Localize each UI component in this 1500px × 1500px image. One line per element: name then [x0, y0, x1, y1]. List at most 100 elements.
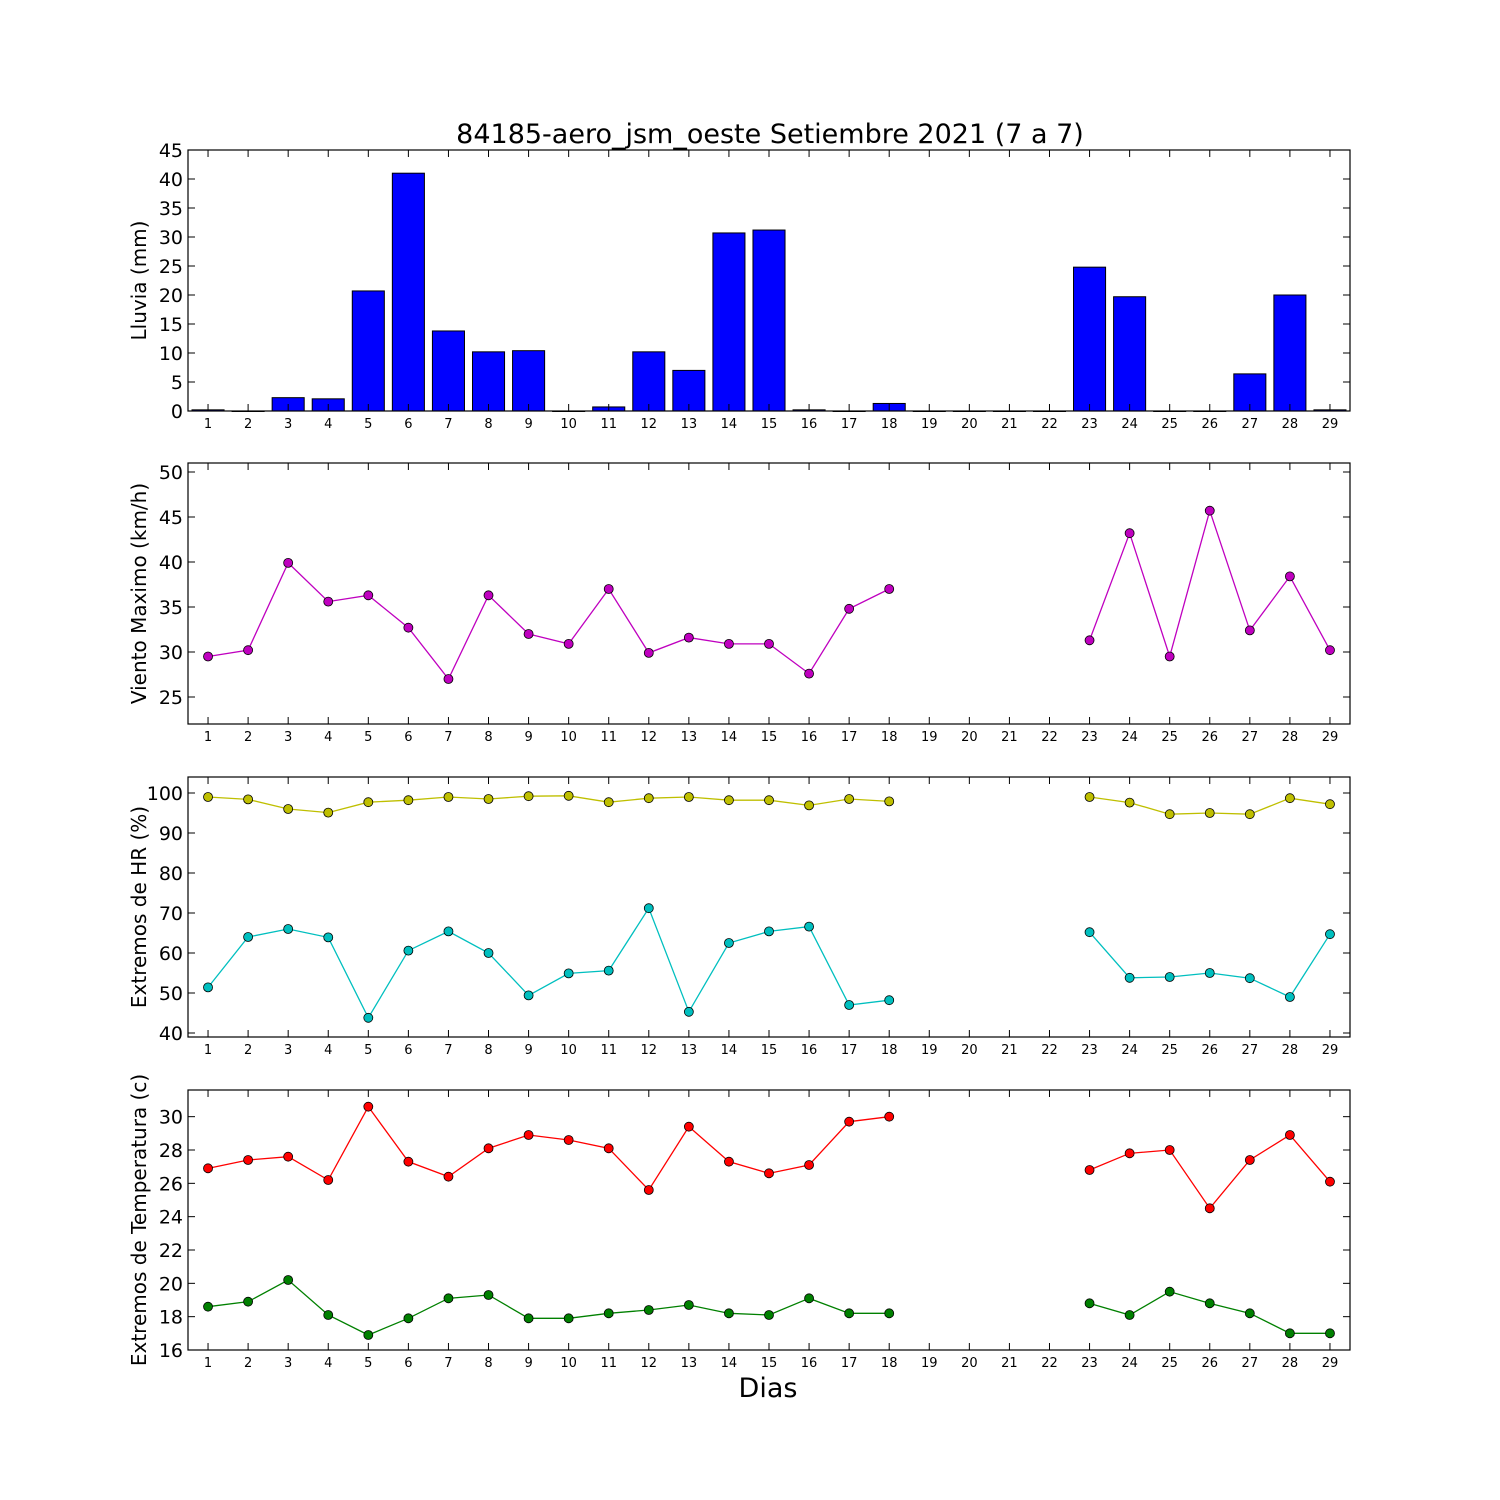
data-point	[844, 794, 855, 804]
data-point	[643, 793, 654, 804]
data-point	[323, 807, 334, 818]
x-tick-label: 28	[1282, 1356, 1299, 1371]
data-point	[1325, 929, 1335, 940]
x-tick-label: 20	[961, 1356, 978, 1371]
data-point	[764, 639, 774, 649]
data-point	[1204, 968, 1215, 978]
x-tick-label: 18	[881, 730, 898, 745]
bar	[712, 232, 746, 412]
x-tick-label: 20	[961, 730, 978, 745]
series-line	[207, 1105, 890, 1192]
data-point	[283, 804, 294, 814]
x-tick-label: 5	[364, 730, 372, 745]
data-point	[1164, 1145, 1175, 1155]
data-point	[884, 995, 895, 1006]
plot-frame	[187, 462, 1351, 725]
data-point	[243, 645, 254, 656]
x-tick-label: 29	[1322, 417, 1339, 432]
y-axis-label: Viento Maximo (km/h)	[127, 483, 151, 704]
y-tick-label: 22	[159, 1240, 183, 1262]
x-tick-label: 29	[1322, 730, 1339, 745]
data-point	[523, 791, 534, 802]
data-point	[483, 794, 494, 804]
x-tick-label: 21	[1001, 417, 1018, 432]
x-tick-label: 12	[641, 1356, 658, 1371]
data-point	[1204, 808, 1215, 818]
series-line	[207, 561, 890, 681]
y-tick-label: 60	[159, 943, 183, 965]
x-tick-label: 11	[600, 1043, 617, 1058]
bar	[391, 172, 425, 412]
data-point	[683, 632, 694, 643]
x-tick-label: 28	[1282, 417, 1299, 432]
y-tick-label: 20	[159, 285, 183, 307]
x-tick-label: 24	[1121, 417, 1138, 432]
x-tick-label: 7	[444, 1043, 452, 1058]
x-tick-label: 25	[1161, 1043, 1178, 1058]
data-point	[724, 795, 734, 806]
bar	[1113, 296, 1147, 412]
data-point	[1164, 809, 1175, 820]
data-point	[563, 1313, 574, 1324]
y-tick-label: 5	[171, 372, 183, 394]
x-tick-label: 25	[1161, 1356, 1178, 1371]
x-tick-label: 23	[1081, 730, 1098, 745]
x-tick-label: 24	[1121, 1043, 1138, 1058]
data-point	[884, 1308, 895, 1319]
x-tick-label: 13	[681, 1356, 698, 1371]
x-tick-label: 20	[961, 417, 978, 432]
x-tick-label: 1	[204, 730, 212, 745]
x-tick-label: 25	[1161, 730, 1178, 745]
x-tick-label: 26	[1201, 1043, 1218, 1058]
data-point	[804, 1293, 814, 1304]
data-point	[523, 1130, 534, 1140]
x-tick-label: 26	[1201, 730, 1218, 745]
x-tick-label: 12	[641, 417, 658, 432]
y-tick-label: 10	[159, 343, 183, 365]
data-point	[884, 796, 895, 807]
y-tick-label: 30	[159, 1107, 183, 1129]
x-tick-label: 15	[761, 730, 778, 745]
x-tick-label: 11	[600, 730, 617, 745]
data-point	[203, 1301, 213, 1312]
data-point	[443, 926, 454, 937]
x-tick-label: 8	[484, 1356, 492, 1371]
x-tick-label: 14	[721, 1356, 738, 1371]
y-tick-label: 90	[159, 823, 183, 845]
y-tick-label: 50	[159, 983, 183, 1005]
data-point	[724, 938, 734, 948]
x-tick-label: 12	[641, 1043, 658, 1058]
data-point	[323, 1175, 334, 1185]
data-point	[443, 674, 454, 684]
x-tick-label: 9	[524, 730, 532, 745]
x-tick-label: 16	[801, 1043, 818, 1058]
x-axis-label: Dias	[739, 1373, 798, 1404]
data-point	[603, 584, 614, 594]
data-point	[283, 924, 294, 934]
data-point	[1285, 1328, 1295, 1339]
x-tick-label: 27	[1242, 1356, 1259, 1371]
data-point	[1325, 1176, 1335, 1187]
x-tick-label: 11	[600, 417, 617, 432]
x-tick-label: 1	[204, 1356, 212, 1371]
x-tick-label: 3	[284, 1043, 292, 1058]
x-tick-label: 21	[1001, 1356, 1018, 1371]
y-tick-label: 16	[159, 1340, 183, 1362]
x-tick-label: 17	[841, 730, 858, 745]
y-tick-label: 70	[159, 903, 183, 925]
data-point	[1285, 992, 1295, 1002]
y-tick-label: 30	[159, 227, 183, 249]
data-point	[1244, 1155, 1255, 1165]
data-point	[764, 1168, 774, 1179]
data-point	[764, 926, 774, 937]
data-point	[724, 1156, 734, 1167]
data-point	[403, 622, 414, 633]
data-point	[323, 1310, 334, 1320]
x-tick-label: 6	[404, 1043, 412, 1058]
x-tick-label: 12	[641, 730, 658, 745]
data-point	[1084, 1165, 1095, 1175]
data-point	[563, 968, 574, 979]
bar	[471, 351, 506, 412]
data-point	[603, 965, 614, 976]
